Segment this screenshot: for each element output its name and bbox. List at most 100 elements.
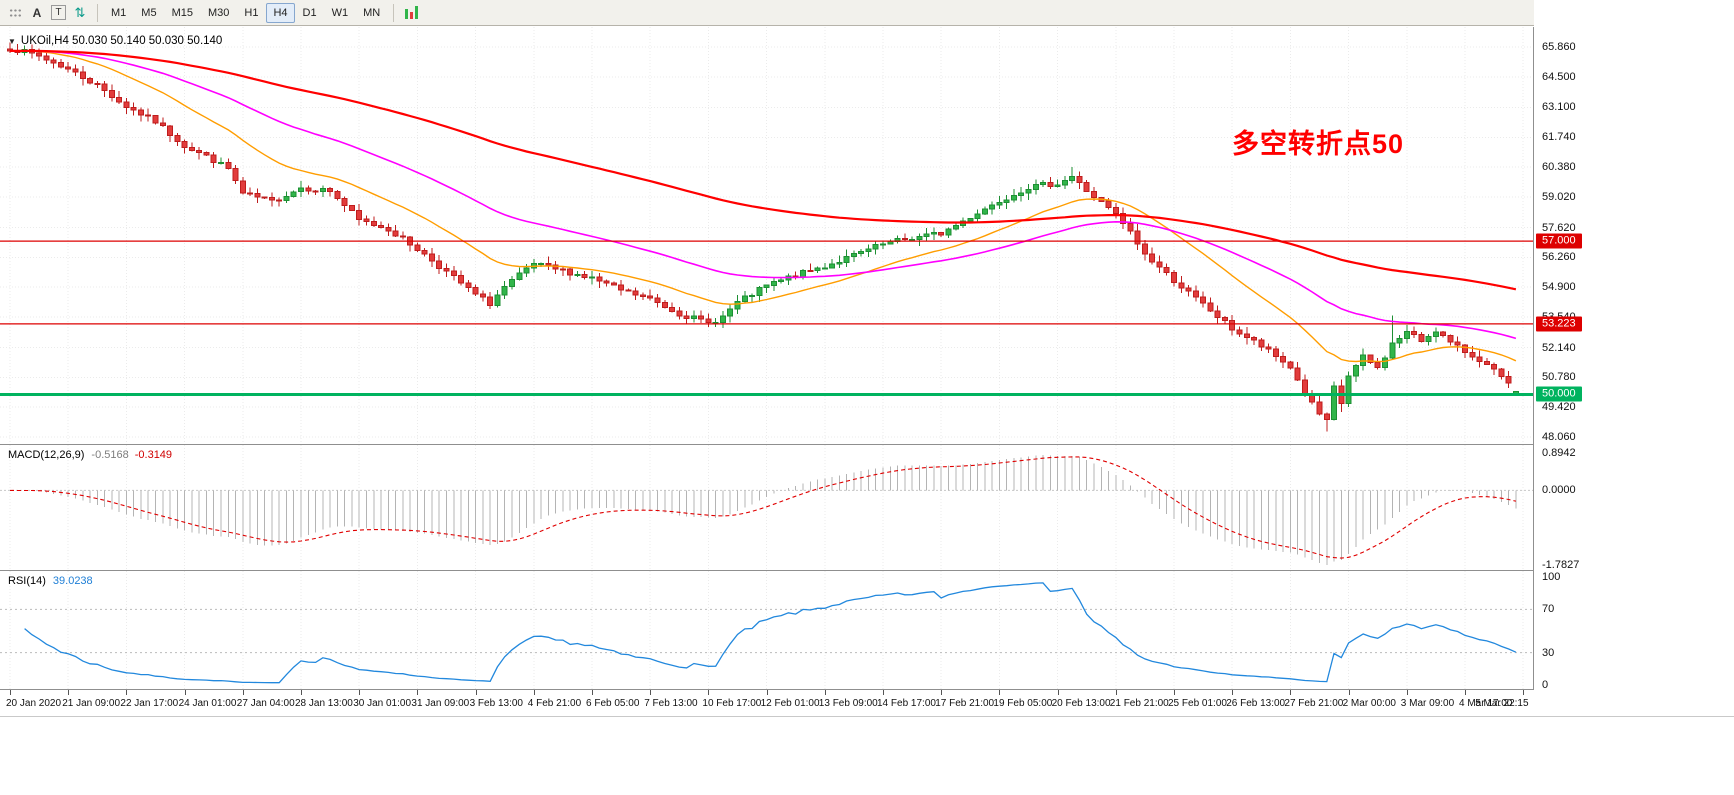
price-axis-label: 64.500	[1542, 70, 1576, 83]
rsi-name: RSI(14)	[8, 575, 46, 587]
indicators-button[interactable]	[400, 3, 423, 23]
time-tick	[708, 690, 710, 695]
macd-main-value: -0.5168	[91, 449, 129, 461]
time-tick	[126, 690, 128, 695]
time-axis-label: 2 Mar 00:00	[1342, 698, 1396, 709]
price-axis-label: 61.740	[1542, 131, 1576, 144]
price-line-badge: 53.223	[1536, 316, 1582, 332]
time-tick	[1348, 690, 1350, 695]
time-axis-label: 27 Feb 21:00	[1284, 698, 1344, 709]
grid-handle-icon[interactable]	[4, 3, 26, 23]
rsi-axis-label: 70	[1542, 603, 1555, 616]
timeframe-m30-button[interactable]: M30	[201, 3, 236, 23]
panel-divider[interactable]	[0, 444, 1734, 445]
chart-title: ▼ UKOil,H4 50.030 50.140 50.030 50.140	[8, 35, 222, 47]
price-axis-label: 54.900	[1542, 281, 1576, 294]
annotation-tool-button[interactable]: A	[26, 3, 48, 23]
price-chart-canvas[interactable]	[0, 27, 1533, 444]
timeframe-m1-button[interactable]: M1	[104, 3, 133, 23]
price-axis-label: 59.020	[1542, 190, 1576, 203]
time-axis-label: 6 Feb 05:00	[586, 698, 640, 709]
time-axis-label: 19 Feb 05:00	[993, 698, 1053, 709]
price-axis-label: 50.780	[1542, 371, 1576, 384]
rsi-canvas[interactable]	[0, 571, 1533, 689]
price-line-badge: 57.000	[1536, 233, 1582, 249]
price-axis-divider	[1533, 27, 1534, 689]
time-axis-label: 24 Jan 01:00	[178, 698, 237, 709]
timeframe-mn-button[interactable]: MN	[356, 3, 387, 23]
time-tick	[883, 690, 884, 695]
price-axis-label: 65.860	[1542, 41, 1576, 53]
timeframe-h1-button[interactable]: H1	[237, 3, 265, 23]
rsi-label: RSI(14) 39.0238	[8, 575, 93, 587]
rsi-axis-label: 0	[1542, 679, 1549, 691]
time-tick	[10, 690, 11, 695]
macd-canvas[interactable]	[0, 445, 1533, 570]
time-tick	[1115, 690, 1117, 695]
time-axis-label: 7 Feb 13:00	[644, 698, 698, 709]
time-tick	[1057, 690, 1059, 695]
timeframe-w1-button[interactable]: W1	[325, 3, 356, 23]
price-axis-label: 49.420	[1542, 401, 1576, 414]
macd-signal-value: -0.3149	[134, 449, 173, 461]
time-tick	[242, 690, 244, 695]
timeframe-m15-button[interactable]: M15	[165, 3, 200, 23]
time-axis-label: 30 Jan 01:00	[353, 698, 412, 709]
time-axis-label: 21 Jan 09:00	[62, 698, 121, 709]
time-axis[interactable]: 20 Jan 2020 21 Jan 09:00 22 Jan 17:00 24 Ja…	[0, 690, 1734, 716]
sort-arrows-icon[interactable]: ⇅	[69, 3, 91, 23]
rsi-axis-label: 100	[1542, 571, 1561, 583]
time-axis-label: 21 Feb 21:00	[1109, 698, 1169, 709]
time-tick	[824, 690, 826, 695]
time-axis-label: 5 Mar 22:15	[1475, 698, 1529, 709]
price-panel: ▼ UKOil,H4 50.030 50.140 50.030 50.140 多空…	[0, 27, 1533, 444]
time-tick	[533, 690, 535, 695]
macd-name: MACD(12,26,9)	[8, 449, 85, 461]
rsi-axis-label: 30	[1542, 646, 1555, 659]
toolbar-separator	[393, 3, 395, 22]
rsi-value: 39.0238	[52, 575, 93, 587]
toolbar-separator	[97, 3, 98, 22]
time-tick	[417, 690, 419, 695]
main-toolbar: A T ⇅ M1 M5 M15 M30 H1 H4 D1 W1 MN	[0, 0, 1734, 26]
time-tick	[1406, 690, 1408, 695]
time-tick	[301, 690, 302, 695]
panel-divider[interactable]	[0, 570, 1734, 571]
timeframe-group: M1 M5 M15 M30 H1 H4 D1 W1 MN	[104, 2, 387, 23]
time-axis-label: 10 Feb 17:00	[702, 698, 762, 709]
chart-annotation[interactable]: 多空转折点50	[1232, 129, 1405, 159]
time-tick	[650, 690, 652, 695]
chart-title-text: UKOil,H4 50.030 50.140 50.030 50.140	[20, 35, 223, 47]
time-tick	[68, 690, 70, 695]
time-axis-label: 17 Feb 21:00	[935, 698, 995, 709]
time-axis-label: 26 Feb 13:00	[1226, 698, 1286, 709]
time-axis-label: 20 Jan 2020	[6, 698, 62, 709]
time-tick	[1290, 690, 1292, 695]
time-axis-label: 28 Jan 13:00	[295, 698, 353, 709]
macd-panel: MACD(12,26,9) -0.5168 -0.3149	[0, 445, 1533, 570]
time-axis-label: 20 Feb 13:00	[1051, 698, 1111, 709]
time-axis-label: 31 Jan 09:00	[411, 698, 470, 709]
time-tick	[184, 690, 186, 695]
time-tick	[475, 690, 477, 695]
price-line-badge: 50.000	[1536, 386, 1582, 402]
time-axis-label: 3 Mar 09:00	[1400, 698, 1455, 709]
timeframe-m5-button[interactable]: M5	[134, 3, 163, 23]
price-axis[interactable]: 65.860 64.500 63.100 61.740 60.380 59.020 57.6…	[1534, 0, 1734, 716]
time-axis-label: 14 Feb 17:00	[877, 698, 936, 709]
price-axis-label: 48.060	[1542, 430, 1576, 443]
grid-dots-icon	[8, 7, 22, 18]
time-axis-label: 13 Feb 09:00	[818, 698, 878, 709]
price-axis-label: 57.620	[1542, 221, 1576, 234]
timeframe-d1-button[interactable]: D1	[296, 3, 324, 23]
timeframe-h4-button[interactable]: H4	[266, 2, 295, 23]
text-frame-tool-button[interactable]: T	[51, 5, 66, 20]
window-bottom-divider	[0, 716, 1734, 717]
time-tick	[999, 690, 1001, 695]
time-tick	[941, 690, 943, 695]
time-axis-label: 4 Feb 21:00	[527, 698, 582, 709]
time-tick	[592, 690, 593, 695]
price-axis-label: 60.380	[1542, 161, 1576, 174]
chart-collapse-icon[interactable]: ▼	[8, 37, 16, 46]
